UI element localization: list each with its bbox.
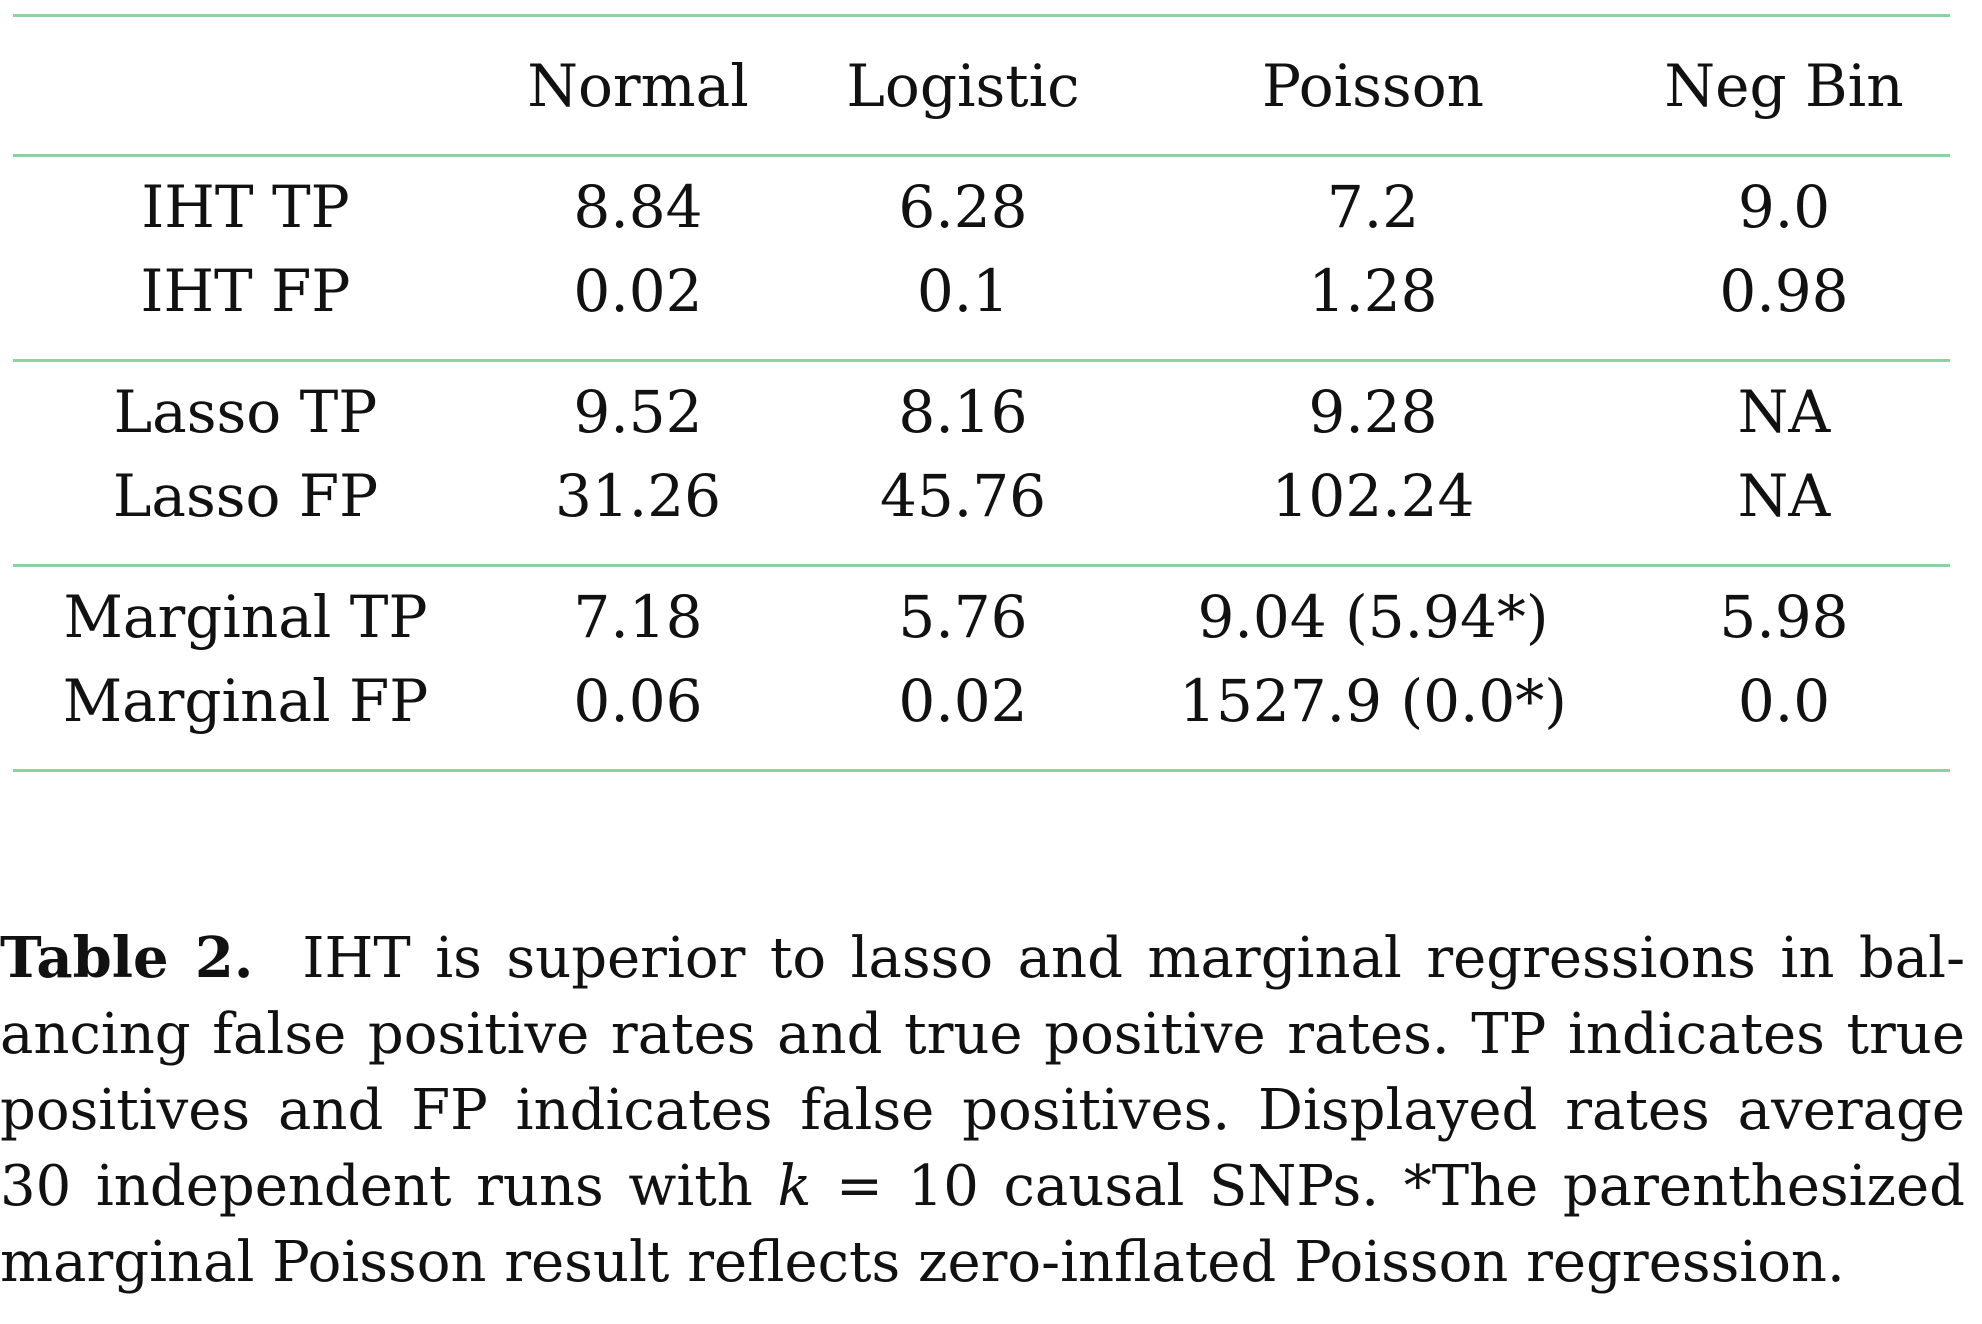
caption-text: IHT is superior to lasso and marginal re…	[302, 926, 1965, 991]
row-label: Marginal FP	[62, 667, 429, 735]
table-cell: 45.76	[879, 462, 1047, 530]
table-cell: NA	[1737, 462, 1831, 530]
row-label: Lasso TP	[113, 378, 378, 446]
table-cell: 102.24	[1271, 462, 1475, 530]
table-header-rule	[13, 154, 1950, 157]
table-caption: Table 2. IHT is superior to lasso and ma…	[0, 920, 1965, 1301]
header-cell-normal: Normal	[527, 51, 749, 120]
caption-line-3: positives and FP indicates false positiv…	[0, 1078, 1965, 1143]
row-label: IHT TP	[141, 173, 350, 241]
caption-line-1: Table 2. IHT is superior to lasso and ma…	[0, 920, 1965, 997]
caption-line-2: ancing false positive rates and true pos…	[0, 1002, 1965, 1067]
table-cell: 0.02	[898, 667, 1028, 735]
header-cell-logistic: Logistic	[846, 51, 1080, 120]
table-cell: 31.26	[554, 462, 722, 530]
table-row: Lasso TP 9.52 8.16 9.28 NA	[13, 370, 1950, 454]
table-cell: 7.2	[1326, 173, 1420, 241]
caption-text: = 10 causal SNPs. *The parenthesized	[811, 1154, 1965, 1219]
table-group-lasso: Lasso TP 9.52 8.16 9.28 NA Lasso FP 31.2…	[13, 362, 1950, 564]
table-cell: 8.16	[898, 378, 1028, 446]
table-group-marginal: Marginal TP 7.18 5.76 9.04 (5.94*) 5.98 …	[13, 567, 1950, 769]
table-cell: 1527.9 (0.0*)	[1179, 667, 1567, 735]
table-row: IHT TP 8.84 6.28 7.2 9.0	[13, 165, 1950, 249]
row-label: Lasso FP	[112, 462, 379, 530]
table-row: Marginal TP 7.18 5.76 9.04 (5.94*) 5.98	[13, 575, 1950, 659]
table-cell: 0.02	[573, 257, 703, 325]
table-cell: 9.0	[1737, 173, 1831, 241]
table-row: Lasso FP 31.26 45.76 102.24 NA	[13, 454, 1950, 538]
caption-line-5: marginal Poisson result reflects zero-in…	[0, 1230, 1845, 1295]
table-cell: 5.98	[1719, 583, 1849, 651]
caption-text: 30 independent runs with	[0, 1154, 778, 1219]
caption-line-4: 30 independent runs with k = 10 causal S…	[0, 1149, 1965, 1225]
table-cell: 5.76	[898, 583, 1028, 651]
table-cell: NA	[1737, 378, 1831, 446]
row-label: IHT FP	[140, 257, 351, 325]
table-cell: 8.84	[573, 173, 703, 241]
caption-k-symbol: k	[777, 1154, 812, 1219]
table-bottom-rule	[13, 769, 1950, 772]
header-cell-negbin: Neg Bin	[1664, 51, 1904, 120]
table-cell: 0.06	[573, 667, 703, 735]
table-group-rule	[13, 564, 1950, 567]
table-cell: 9.04 (5.94*)	[1197, 583, 1549, 651]
header-cell-poisson: Poisson	[1262, 51, 1484, 120]
row-label: Marginal TP	[63, 583, 428, 651]
table-cell: 9.28	[1308, 378, 1438, 446]
table-group-iht: IHT TP 8.84 6.28 7.2 9.0 IHT FP 0.02 0.1…	[13, 157, 1950, 359]
table-cell: 0.1	[916, 257, 1010, 325]
table-cell: 6.28	[898, 173, 1028, 241]
table-top-rule	[13, 14, 1950, 17]
table-row: Marginal FP 0.06 0.02 1527.9 (0.0*) 0.0	[13, 659, 1950, 743]
table-header-row: Normal Logistic Poisson Neg Bin	[13, 17, 1950, 154]
table-cell: 0.98	[1719, 257, 1849, 325]
table-cell: 7.18	[573, 583, 703, 651]
caption-label: Table 2.	[0, 925, 254, 991]
results-table: Normal Logistic Poisson Neg Bin IHT TP 8…	[13, 14, 1950, 772]
table-group-rule	[13, 359, 1950, 362]
table-cell: 1.28	[1308, 257, 1438, 325]
table-cell: 0.0	[1737, 667, 1831, 735]
table-row: IHT FP 0.02 0.1 1.28 0.98	[13, 249, 1950, 333]
table-cell: 9.52	[573, 378, 703, 446]
